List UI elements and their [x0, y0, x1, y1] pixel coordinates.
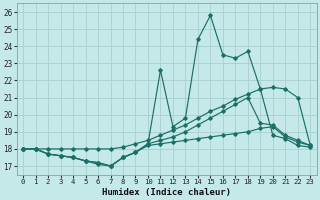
X-axis label: Humidex (Indice chaleur): Humidex (Indice chaleur)	[102, 188, 231, 197]
